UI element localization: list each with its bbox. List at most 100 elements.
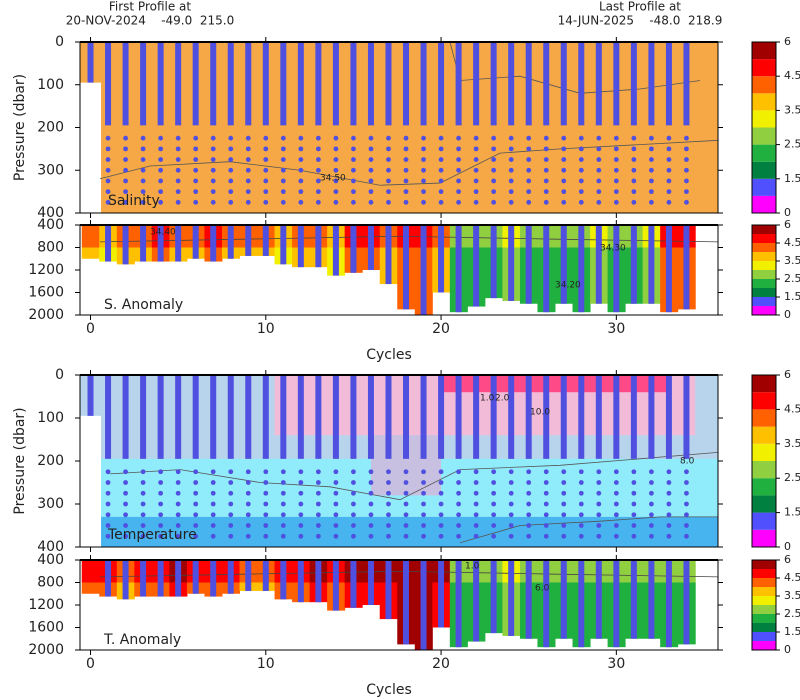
sample-dot [543, 178, 549, 184]
profile [140, 560, 147, 597]
profile [192, 560, 199, 594]
colorbar-tick-label: 1.5 [784, 506, 800, 519]
sample-dot [123, 469, 128, 475]
sample-dot [193, 157, 199, 162]
sample-dot [315, 512, 321, 518]
sample-dot [543, 146, 549, 152]
sample-dot [403, 480, 409, 485]
sample-dot [421, 146, 426, 152]
sample-dot [123, 146, 128, 152]
sample-dot [666, 533, 672, 539]
sample-dot [648, 501, 654, 507]
sample-dot [438, 189, 444, 195]
sample-dot [666, 135, 672, 141]
sample-dot [263, 512, 269, 518]
colorbar-bin [752, 614, 776, 623]
profile [175, 560, 182, 597]
sample-dot [386, 501, 391, 507]
profile [262, 560, 269, 591]
sample-dot [403, 490, 409, 496]
profile [122, 375, 129, 459]
sample-dot [158, 490, 164, 496]
sample-dot [193, 480, 199, 485]
sample-dot [245, 480, 251, 485]
y-axis-label: Pressure (dbar) [12, 407, 28, 514]
colorbar-bin [752, 110, 776, 128]
profile [367, 375, 374, 459]
sample-dot [648, 533, 654, 539]
sample-dot [421, 135, 426, 141]
sample-dot [263, 189, 269, 195]
sample-dot [596, 490, 602, 496]
sample-dot [403, 146, 409, 152]
sample-dot [140, 480, 146, 485]
sample-dot [613, 490, 619, 496]
sample-dot [561, 199, 567, 205]
sample-dot [280, 157, 286, 162]
sample-dot [578, 490, 584, 496]
sample-dot [175, 199, 181, 205]
colorbar-tick-label: 1.5 [784, 625, 800, 638]
colorbar-frame [751, 559, 777, 651]
colorbar-bin [752, 578, 776, 587]
sample-dot [561, 533, 567, 539]
sample-dot [613, 178, 619, 184]
profile [508, 225, 515, 301]
sample-dot [561, 512, 567, 518]
profile [262, 375, 269, 459]
sample-dot [315, 199, 321, 205]
sample-dot [526, 501, 532, 507]
sample-dot [228, 533, 234, 539]
sample-dot [666, 501, 672, 507]
sample-dot [526, 157, 532, 162]
sample-dot [158, 199, 164, 205]
profile [543, 225, 550, 313]
colorbar-bin [752, 632, 776, 641]
sample-dot [298, 490, 304, 496]
profile [227, 42, 234, 126]
sample-dot [473, 199, 479, 205]
sample-dot [648, 135, 654, 141]
profile [578, 375, 585, 459]
profile [367, 225, 374, 270]
profile [683, 42, 690, 126]
colorbar-bin [752, 495, 776, 513]
panel-label: Salinity [108, 193, 160, 209]
sample-dot [158, 157, 164, 162]
sample-dot [368, 157, 374, 162]
sample-dot [245, 490, 251, 496]
sample-dot [578, 512, 584, 518]
colorbar-bin [752, 144, 776, 162]
sample-dot [438, 523, 444, 528]
sample-dot [508, 157, 514, 162]
sample-dot [333, 469, 339, 475]
sample-dot [403, 157, 409, 162]
sample-dot [543, 501, 549, 507]
sample-dot [386, 157, 391, 162]
sample-dot [368, 146, 374, 152]
sample-dot [333, 178, 339, 184]
sample-dot [263, 501, 269, 507]
sample-dot [351, 501, 356, 507]
colorbar-bin [752, 461, 776, 479]
colorbar-bin [752, 623, 776, 632]
profile [665, 560, 672, 648]
profile [630, 375, 637, 459]
sample-dot [210, 135, 216, 141]
sample-dot [263, 146, 269, 152]
sample-dot [158, 469, 164, 475]
sample-dot [228, 512, 234, 518]
sample-dot [596, 533, 602, 539]
sample-dot [578, 469, 584, 475]
colorbar-tick-label: 1.5 [784, 172, 800, 185]
sample-dot [263, 167, 269, 173]
profile [543, 375, 550, 459]
sample-dot [193, 523, 199, 528]
sample-dot [280, 167, 286, 173]
sample-dot [631, 469, 637, 475]
sample-dot [438, 167, 444, 173]
sample-dot [245, 178, 251, 184]
sample-dot [421, 523, 426, 528]
sample-dot [526, 189, 532, 195]
sample-dot [543, 469, 549, 475]
